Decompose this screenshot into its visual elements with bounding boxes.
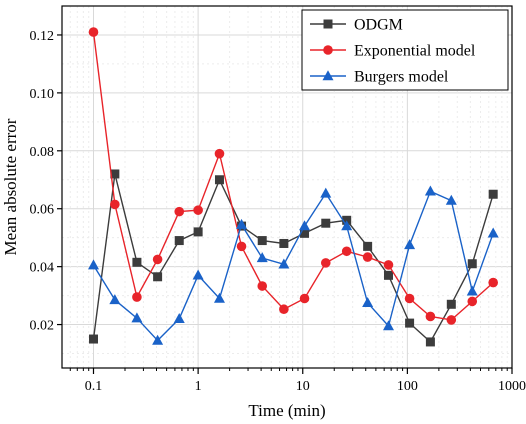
- triangle-marker: [192, 269, 204, 280]
- y-tick-label: 0.08: [30, 145, 55, 160]
- circle-marker: [467, 296, 478, 307]
- triangle-marker: [487, 227, 499, 238]
- legend-entry: Exponential model: [310, 43, 476, 60]
- triangle-marker: [445, 194, 457, 205]
- series-line: [92, 190, 494, 342]
- square-marker: [383, 270, 393, 280]
- triangle-marker: [131, 312, 143, 323]
- x-tick-label: 0.1: [85, 379, 103, 394]
- series-exponential-model: [88, 27, 498, 325]
- legend-entry: ODGM: [310, 17, 403, 34]
- circle-marker: [362, 252, 373, 262]
- square-marker: [363, 241, 373, 251]
- square-marker: [153, 272, 163, 282]
- circle-marker: [152, 254, 163, 265]
- square-marker: [214, 175, 224, 185]
- circle-marker: [132, 292, 142, 302]
- triangle-marker: [466, 285, 478, 296]
- square-marker: [467, 259, 477, 269]
- circle-marker: [425, 311, 436, 322]
- y-tick-label: 0.04: [30, 261, 55, 276]
- y-tick-label: 0.02: [30, 319, 55, 334]
- y-tick-label: 0.12: [30, 29, 55, 44]
- triangle-marker: [341, 220, 353, 231]
- y-tick-label: 0.06: [30, 203, 55, 218]
- y-tick-label: 0.10: [30, 87, 55, 102]
- square-marker: [405, 318, 415, 328]
- triangle-marker: [256, 252, 268, 263]
- circle-marker: [341, 246, 352, 257]
- circle-marker: [279, 304, 289, 315]
- circle-marker: [88, 27, 99, 37]
- circle-marker: [174, 206, 185, 217]
- x-axis-title: Time (min): [248, 401, 325, 420]
- circle-marker: [446, 315, 457, 325]
- circle-marker: [404, 293, 415, 304]
- triangle-marker: [322, 70, 334, 81]
- triangle-marker: [87, 259, 99, 270]
- triangle-marker: [278, 258, 290, 269]
- circle-marker: [320, 258, 331, 268]
- square-marker: [174, 236, 184, 246]
- circle-marker: [214, 148, 225, 159]
- circle-marker: [299, 293, 310, 304]
- x-tick-label: 10: [296, 379, 310, 394]
- triangle-marker: [213, 292, 225, 303]
- square-marker: [257, 236, 267, 246]
- legend-label: ODGM: [354, 17, 403, 34]
- circle-marker: [383, 260, 394, 270]
- circle-marker: [110, 199, 120, 210]
- circle-marker: [193, 205, 203, 215]
- legend-label: Burgers model: [354, 69, 449, 86]
- axes: 0.02 0.04 0.06 0.08 0.10 0.12 0.1 1 10 100 1000: [30, 29, 526, 394]
- square-marker: [425, 337, 435, 347]
- legend: ODGM Exponential model Burgers model: [301, 9, 509, 91]
- legend-label: Exponential model: [354, 43, 476, 60]
- triangle-marker: [109, 294, 121, 305]
- square-marker: [110, 169, 120, 179]
- x-tick-label: 1000: [498, 379, 526, 394]
- y-axis-title: Mean absolute error: [1, 118, 20, 255]
- square-marker: [132, 257, 142, 267]
- triangle-marker: [173, 312, 185, 323]
- triangle-marker: [424, 185, 436, 196]
- grid: [62, 6, 513, 368]
- triangle-marker: [152, 334, 164, 345]
- x-tick-label: 100: [397, 379, 418, 394]
- legend-entry: Burgers model: [310, 69, 449, 86]
- triangle-marker: [299, 220, 311, 231]
- circle-marker: [488, 277, 498, 288]
- square-marker: [446, 299, 456, 309]
- circle-marker: [323, 45, 333, 55]
- triangle-marker: [404, 239, 416, 250]
- square-marker: [193, 227, 203, 237]
- x-tick-label: 1: [195, 379, 202, 394]
- square-marker: [300, 228, 310, 238]
- triangle-marker: [362, 297, 374, 308]
- series-odgm: [88, 169, 498, 347]
- triangle-marker: [320, 187, 332, 198]
- square-marker: [88, 334, 98, 344]
- square-marker: [279, 238, 289, 248]
- square-marker: [488, 189, 498, 199]
- triangle-marker: [382, 320, 394, 331]
- series-burgers-model: [87, 185, 499, 345]
- square-marker: [321, 218, 331, 228]
- circle-marker: [236, 241, 247, 252]
- square-marker: [323, 19, 333, 29]
- triangle-marker: [236, 218, 248, 229]
- series-layer: [87, 27, 499, 347]
- circle-marker: [257, 281, 268, 291]
